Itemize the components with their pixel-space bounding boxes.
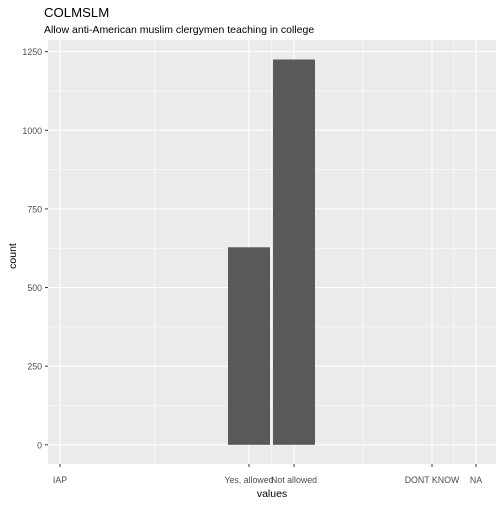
major-gridlines [48, 40, 496, 464]
bar [273, 59, 315, 445]
x-tick-label: Yes, allowed [224, 475, 273, 485]
y-tick-label: 1000 [22, 126, 42, 136]
y-tick-label: 500 [27, 283, 42, 293]
minor-gridlines [48, 40, 496, 464]
bar [228, 247, 270, 445]
y-tick-label: 250 [27, 362, 42, 372]
x-tick-label: NA [470, 475, 482, 485]
x-tick-label: Not allowed [271, 475, 317, 485]
x-axis-title: values [257, 488, 287, 500]
x-tick-label: IAP [53, 475, 67, 485]
chart-title: COLMSLM [44, 5, 109, 20]
y-tick-label: 750 [27, 204, 42, 214]
bars [228, 59, 315, 445]
y-axis: 0 250 500 750 1000 1250 [22, 47, 48, 450]
x-tick-label: DONT KNOW [405, 475, 460, 485]
y-tick-label: 0 [37, 440, 42, 450]
y-axis-title: count [7, 243, 19, 269]
y-tick-label: 1250 [22, 47, 42, 57]
chart-subtitle: Allow anti-American muslim clergymen tea… [44, 24, 314, 36]
plot-panel [48, 40, 496, 464]
